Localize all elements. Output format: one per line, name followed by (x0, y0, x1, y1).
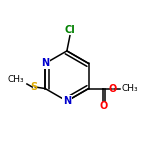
Text: O: O (109, 84, 117, 93)
Text: CH₃: CH₃ (7, 75, 24, 84)
Text: S: S (30, 82, 37, 92)
Text: N: N (41, 59, 49, 68)
Text: CH₃: CH₃ (122, 84, 138, 93)
Text: O: O (100, 102, 108, 111)
Text: N: N (63, 96, 71, 106)
Text: Cl: Cl (65, 25, 75, 35)
